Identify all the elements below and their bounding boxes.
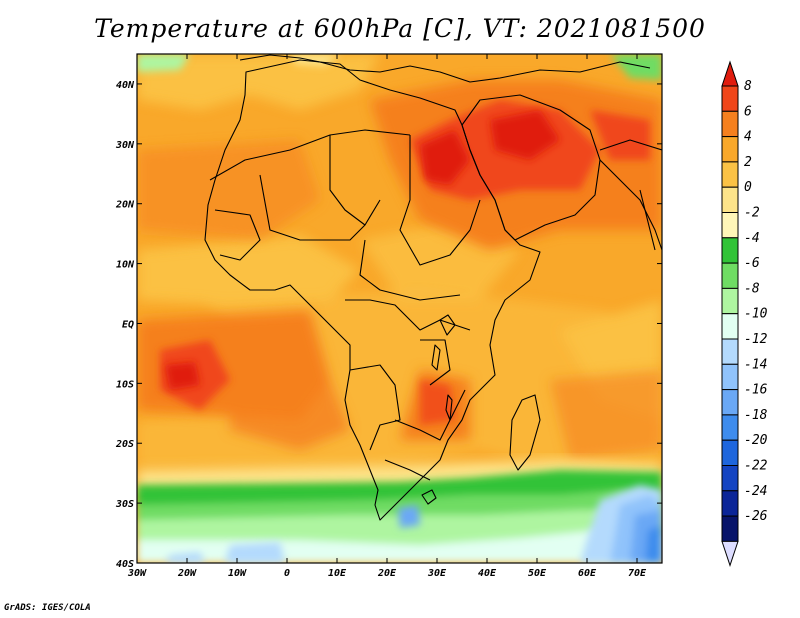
colorbar: 8 6 4 2 0 -2 -4 -6 -8 -10 -12 -14 -16 -18 -20 -22 -24 -26: [721, 60, 768, 567]
colorbar-segment: [721, 515, 739, 542]
colorbar-segment: [721, 363, 739, 391]
colorbar-label: -12: [744, 332, 768, 347]
colorbar-segment: [721, 313, 739, 340]
colorbar-label: -10: [744, 307, 768, 322]
lat-tick-label: 10S: [116, 379, 134, 390]
lat-tick-label: 20S: [115, 439, 134, 450]
colorbar-segment: [721, 161, 739, 188]
colorbar-top-arrow: [721, 60, 739, 87]
colorbar-segment: [721, 212, 739, 239]
lon-tick-label: 20W: [177, 568, 197, 579]
colorbar-segment: [721, 439, 739, 467]
lat-tick-label: 40S: [116, 559, 134, 570]
colorbar-label: 6: [744, 104, 752, 119]
colorbar-segment: [721, 136, 739, 163]
colorbar-label: -8: [744, 281, 760, 296]
axis-ticks: [136, 54, 662, 564]
grads-credit: GrADS: IGES/COLA: [4, 603, 91, 613]
lon-tick-label: 30E: [427, 568, 447, 579]
colorbar-segment: [721, 237, 739, 264]
lat-tick-label: 10N: [116, 260, 135, 271]
colorbar-label: 4: [744, 130, 752, 145]
lon-tick-label: 70E: [628, 568, 647, 579]
lon-tick-label: 0: [284, 568, 290, 579]
colorbar-label: -26: [744, 509, 768, 524]
colorbar-label: -16: [744, 383, 768, 398]
colorbar-label: -6: [744, 256, 760, 271]
lat-tick-label: 30N: [115, 140, 135, 151]
colorbar-segment: [721, 110, 739, 138]
lon-tick-label: 60E: [578, 568, 597, 579]
colorbar-label: -20: [744, 433, 768, 448]
lon-tick-label: 30W: [127, 568, 147, 579]
temperature-field: [137, 54, 662, 563]
lat-tick-labels: 40N 30N 20N 10N EQ 10S 20S 30S 40S: [115, 80, 135, 570]
colorbar-label: -4: [744, 231, 760, 246]
colorbar-segment: [721, 490, 739, 517]
lon-tick-label: 10W: [228, 568, 247, 579]
colorbar-segment: [721, 287, 739, 315]
lat-tick-label: 40N: [116, 80, 135, 91]
colorbar-label: 0: [744, 180, 752, 195]
colorbar-label: -2: [744, 206, 760, 221]
colorbar-segment: [721, 389, 739, 416]
coastlines: [204, 54, 662, 521]
colorbar-label: -18: [744, 408, 768, 423]
lon-tick-label: 10E: [328, 568, 347, 579]
colorbar-segment: [721, 85, 739, 112]
lat-tick-label: EQ: [122, 319, 134, 330]
colorbar-segment: [721, 465, 739, 492]
colorbar-label: -14: [744, 357, 767, 372]
lon-tick-labels: 30W 20W 10W 0 10E 20E 30E 40E 50E 60E 70E: [127, 568, 647, 579]
colorbar-bottom-arrow: [721, 540, 739, 567]
colorbar-segment: [721, 262, 739, 289]
colorbar-label: 8: [744, 79, 752, 94]
map-frame: [136, 53, 663, 564]
lat-tick-label: 20N: [115, 200, 135, 211]
colorbar-segment: [721, 414, 739, 441]
colorbar-segment: [721, 186, 739, 213]
lat-tick-label: 30S: [115, 499, 134, 510]
colorbar-segment: [721, 338, 739, 365]
colorbar-label: -24: [744, 484, 767, 499]
colorbar-label: -22: [744, 459, 768, 474]
colorbar-label: 2: [744, 155, 752, 170]
lon-tick-label: 20E: [377, 568, 397, 579]
chart-title: Temperature at 600hPa [C], VT: 202108150…: [94, 14, 706, 43]
lon-tick-label: 50E: [528, 568, 547, 579]
lon-tick-label: 40E: [478, 568, 497, 579]
